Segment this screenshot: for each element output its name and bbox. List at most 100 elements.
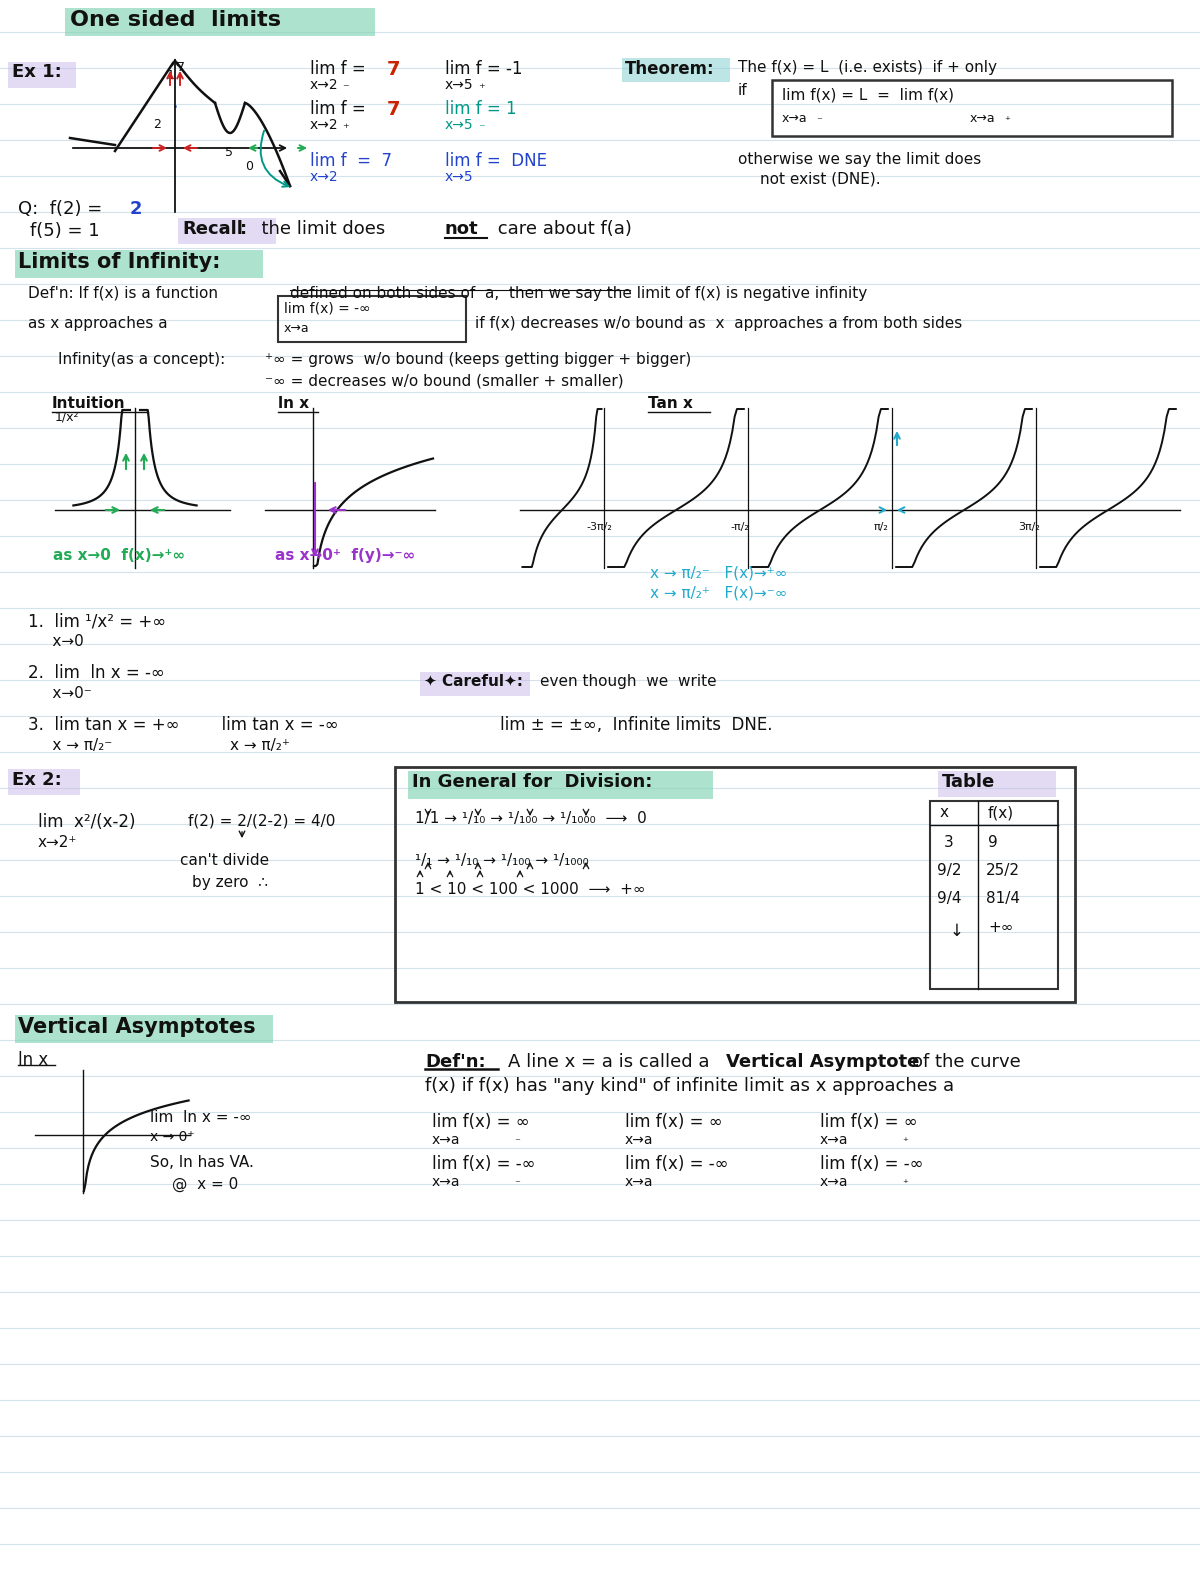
Text: f(x) if f(x) has "any kind" of infinite limit as x approaches a: f(x) if f(x) has "any kind" of infinite …: [425, 1077, 954, 1095]
Bar: [14, 250, 263, 279]
Text: 0: 0: [245, 161, 253, 173]
Text: even though  we  write: even though we write: [540, 674, 716, 688]
Text: ⁺: ⁺: [902, 1137, 908, 1147]
Text: x→5: x→5: [445, 118, 474, 132]
Text: lim f(x) = ∞: lim f(x) = ∞: [625, 1114, 722, 1131]
Text: 1 < 10 < 100 < 1000  ⟶  +∞: 1 < 10 < 100 < 1000 ⟶ +∞: [415, 882, 646, 898]
Text: Theorem:: Theorem:: [625, 60, 715, 79]
Text: 3: 3: [944, 835, 954, 850]
Text: π/₂: π/₂: [874, 521, 889, 532]
Text: 25/2: 25/2: [986, 863, 1020, 877]
Bar: [408, 772, 713, 799]
Bar: [278, 296, 466, 342]
Text: x → π/₂⁻: x → π/₂⁻: [28, 739, 113, 753]
Text: Vertical Asymptotes: Vertical Asymptotes: [18, 1017, 256, 1036]
Bar: [420, 673, 530, 696]
Text: as x approaches a: as x approaches a: [28, 317, 168, 331]
Text: Vertical Asymptote: Vertical Asymptote: [726, 1054, 919, 1071]
Text: 81/4: 81/4: [986, 891, 1020, 906]
Text: :: :: [240, 221, 247, 238]
Text: Tan x: Tan x: [648, 395, 692, 411]
Text: x → π/₂⁺: x → π/₂⁺: [230, 739, 290, 753]
Text: ln x: ln x: [278, 395, 310, 411]
Text: Ex 2:: Ex 2:: [12, 772, 61, 789]
Bar: [622, 58, 730, 82]
Text: 1.  lim ¹/x² = +∞: 1. lim ¹/x² = +∞: [28, 613, 166, 630]
Text: f(2) = 2/(2-2) = 4/0: f(2) = 2/(2-2) = 4/0: [188, 813, 335, 828]
Text: x → π/₂⁺   F(x)→⁻∞: x → π/₂⁺ F(x)→⁻∞: [650, 584, 787, 600]
Text: ⁻: ⁻: [478, 121, 485, 135]
Text: x→a: x→a: [820, 1132, 848, 1147]
Bar: [930, 802, 1058, 989]
Text: ✦ Careful✦:: ✦ Careful✦:: [424, 674, 523, 688]
Text: ⁺: ⁺: [478, 82, 485, 94]
Text: lim f(x) = -∞: lim f(x) = -∞: [284, 302, 371, 317]
Text: care about f(a): care about f(a): [492, 221, 632, 238]
Bar: [65, 8, 374, 36]
Text: -π/₂: -π/₂: [730, 521, 749, 532]
Text: @  x = 0: @ x = 0: [172, 1177, 239, 1192]
Text: 2: 2: [154, 118, 161, 131]
Text: lim f(x) = L  =  lim f(x): lim f(x) = L = lim f(x): [782, 87, 954, 102]
Text: lim f = 1: lim f = 1: [445, 99, 517, 118]
Text: A line x = a is called a: A line x = a is called a: [508, 1054, 709, 1071]
Text: x: x: [940, 805, 949, 821]
Text: lim f(x) = ∞: lim f(x) = ∞: [820, 1114, 918, 1131]
Text: x→2: x→2: [310, 170, 338, 184]
Text: 5: 5: [226, 146, 233, 159]
Text: ln x: ln x: [18, 1051, 48, 1069]
Text: Recall: Recall: [182, 221, 242, 238]
Text: lim  x²/(x-2): lim x²/(x-2): [38, 813, 136, 832]
Text: x→a: x→a: [625, 1132, 654, 1147]
Text: lim f = -1: lim f = -1: [445, 60, 522, 79]
Text: 1: 1: [167, 69, 175, 82]
Text: In General for  Division:: In General for Division:: [412, 773, 653, 791]
Text: x→a: x→a: [625, 1175, 654, 1189]
Text: ⁺: ⁺: [902, 1180, 908, 1189]
Text: if: if: [738, 83, 748, 98]
Text: lim f(x) = ∞: lim f(x) = ∞: [432, 1114, 529, 1131]
Text: x→5: x→5: [445, 79, 474, 91]
Text: ⁻: ⁻: [514, 1137, 520, 1147]
Text: not: not: [445, 221, 479, 238]
Text: x→a: x→a: [284, 321, 310, 335]
Text: The f(x) = L  (i.e. exists)  if + only: The f(x) = L (i.e. exists) if + only: [738, 60, 997, 76]
Text: x→2⁺: x→2⁺: [38, 835, 77, 850]
Text: lim  ln x = -∞: lim ln x = -∞: [150, 1110, 252, 1125]
Text: 7: 7: [386, 60, 401, 79]
Bar: [8, 61, 76, 88]
Text: 3π/₂: 3π/₂: [1018, 521, 1040, 532]
Text: +∞: +∞: [988, 920, 1014, 936]
Text: ⁻: ⁻: [816, 117, 822, 126]
Text: x→0⁻: x→0⁻: [28, 687, 91, 701]
Text: x→a: x→a: [820, 1175, 848, 1189]
Text: otherwise we say the limit does: otherwise we say the limit does: [738, 153, 982, 167]
Text: lim f(x) = -∞: lim f(x) = -∞: [820, 1154, 924, 1173]
Text: ⁻: ⁻: [342, 82, 349, 94]
Text: defined on both sides of  a,  then we say the limit of f(x) is negative infinity: defined on both sides of a, then we say …: [290, 287, 868, 301]
Text: as x→0⁺  f(y)→⁻∞: as x→0⁺ f(y)→⁻∞: [275, 548, 415, 562]
Text: Limits of Infinity:: Limits of Infinity:: [18, 252, 221, 272]
Text: 3.  lim tan x = +∞        lim tan x = -∞: 3. lim tan x = +∞ lim tan x = -∞: [28, 717, 338, 734]
Text: as x→0  f(x)→⁺∞: as x→0 f(x)→⁺∞: [53, 548, 185, 562]
Text: not exist (DNE).: not exist (DNE).: [760, 172, 881, 187]
Text: 2: 2: [130, 200, 143, 217]
Text: f(x): f(x): [988, 805, 1014, 821]
Text: ↓: ↓: [950, 921, 964, 940]
Bar: [178, 217, 276, 244]
Text: by zero  ∴: by zero ∴: [192, 876, 268, 890]
Text: the limit does: the limit does: [250, 221, 385, 238]
Text: Def'n:: Def'n:: [425, 1054, 486, 1071]
Text: Table: Table: [942, 773, 995, 791]
Bar: [8, 769, 80, 795]
Text: x→2: x→2: [310, 118, 338, 132]
Text: One sided  limits: One sided limits: [70, 9, 281, 30]
Text: lim f  =  7: lim f = 7: [310, 153, 392, 170]
Text: x→a: x→a: [432, 1175, 461, 1189]
Text: Infinity(as a concept):: Infinity(as a concept):: [58, 351, 226, 367]
Text: ⁻∞ = decreases w/o bound (smaller + smaller): ⁻∞ = decreases w/o bound (smaller + smal…: [265, 373, 624, 389]
Bar: [14, 1014, 274, 1043]
Text: ⁺: ⁺: [1004, 117, 1010, 126]
Text: 9/2: 9/2: [937, 863, 961, 877]
Text: Def'n: If f(x) is a function: Def'n: If f(x) is a function: [28, 287, 218, 301]
